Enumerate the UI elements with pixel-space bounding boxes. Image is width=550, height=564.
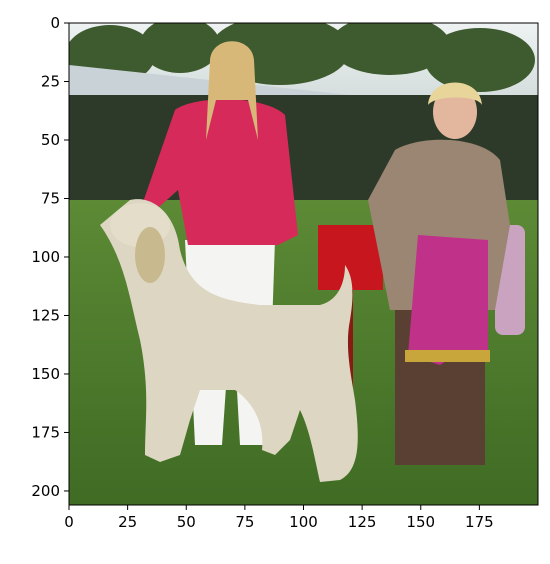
sign-post xyxy=(348,290,353,420)
afghan-hound xyxy=(100,199,358,483)
rosette-trim xyxy=(405,350,490,362)
photo xyxy=(69,23,538,505)
tree-line xyxy=(69,23,535,92)
y-tick-label: 175 xyxy=(31,423,60,441)
y-tick-label: 150 xyxy=(31,365,60,383)
y-tick-label: 50 xyxy=(41,131,60,149)
y-tick-label: 100 xyxy=(31,248,60,266)
x-tick-label: 125 xyxy=(348,513,377,531)
y-tick-label: 200 xyxy=(31,482,60,500)
handler-hair xyxy=(206,41,258,140)
owner-hair xyxy=(428,82,482,105)
owner-head xyxy=(433,85,477,139)
dog-ear xyxy=(135,227,165,283)
handler-jacket xyxy=(142,99,298,246)
x-tick-label: 0 xyxy=(64,513,74,531)
y-tick-label: 0 xyxy=(50,14,60,32)
x-tick-label: 100 xyxy=(289,513,318,531)
x-tick-label: 25 xyxy=(118,513,137,531)
y-axis-ticks: 0 25 50 75 100 125 150 175 200 xyxy=(31,14,69,500)
x-tick-label: 75 xyxy=(235,513,254,531)
x-tick-label: 175 xyxy=(465,513,494,531)
x-tick-label: 50 xyxy=(177,513,196,531)
x-tick-label: 150 xyxy=(406,513,435,531)
y-tick-label: 75 xyxy=(41,189,60,207)
y-tick-label: 25 xyxy=(41,72,60,90)
x-axis-ticks: 0 25 50 75 100 125 150 175 xyxy=(64,505,494,531)
y-tick-label: 125 xyxy=(31,306,60,324)
rosette-ribbon xyxy=(408,235,488,365)
